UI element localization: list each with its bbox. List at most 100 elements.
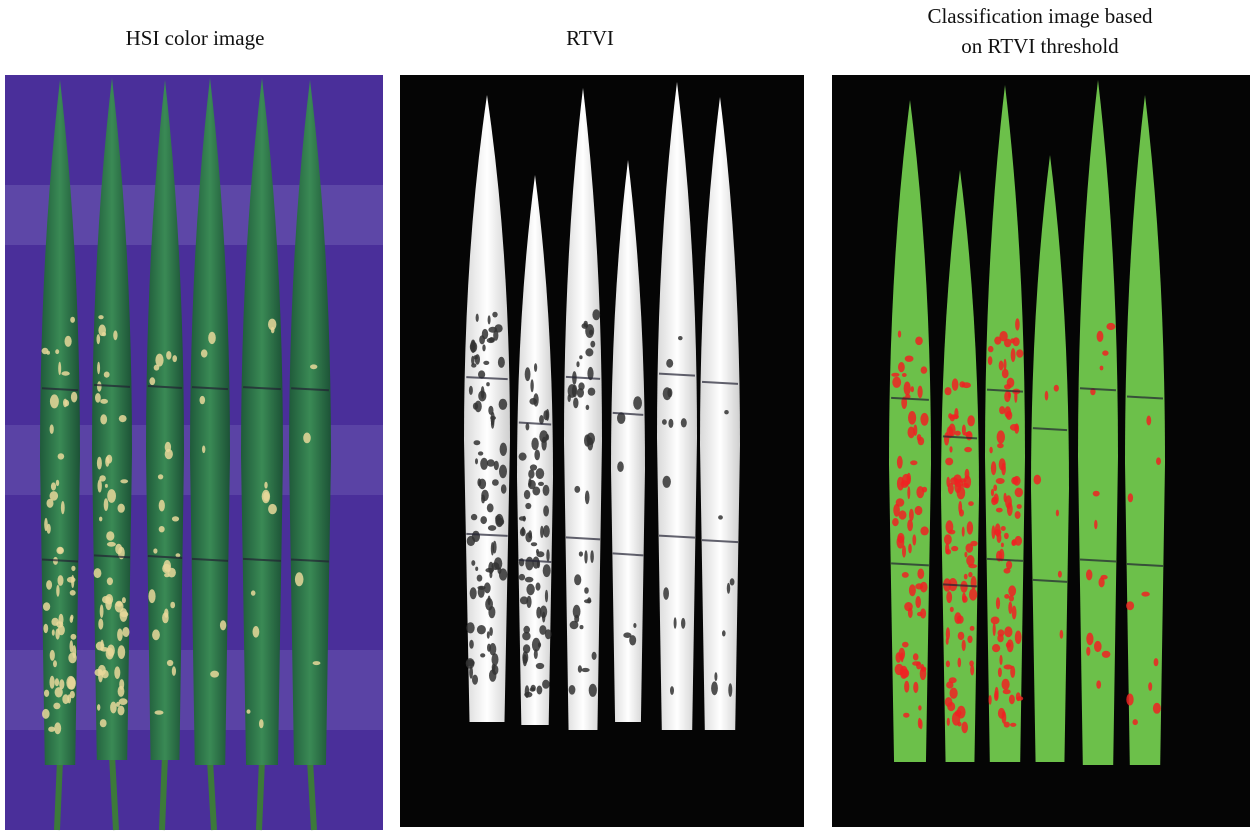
leaf-spot — [567, 394, 571, 403]
leaf-spot — [920, 412, 929, 426]
leaf-spot — [486, 337, 495, 344]
leaf-spot — [967, 415, 975, 427]
leaf-spot — [53, 660, 57, 668]
leaf-spot — [538, 481, 544, 486]
leaf-spot — [470, 339, 476, 353]
leaf-spot — [492, 311, 498, 318]
leaf-spot — [1006, 560, 1013, 570]
leaves — [40, 78, 1165, 831]
leaf-spot — [945, 627, 951, 641]
leaf-spot — [999, 654, 1003, 666]
leaf-spot — [993, 529, 1002, 536]
leaf-spot — [680, 418, 687, 428]
leaf-spot — [102, 596, 110, 604]
leaf-spot — [995, 507, 1003, 513]
leaf-spot — [900, 652, 904, 663]
leaf-spot — [1004, 532, 1009, 540]
leaf-spot — [901, 396, 908, 409]
leaf-spot — [584, 550, 588, 564]
leaf-spot — [987, 345, 994, 353]
leaf-spot — [969, 625, 975, 631]
leaf-spot — [470, 513, 478, 521]
leaf-spot — [164, 573, 170, 578]
leaf-spot — [519, 596, 529, 605]
leaf-spot — [486, 382, 490, 387]
leaf-spot — [907, 519, 913, 532]
leaf-spot — [954, 430, 961, 436]
leaf-spot — [476, 574, 483, 582]
leaf-spot — [115, 601, 123, 607]
leaf-spot — [58, 361, 62, 375]
panel-title: on RTVI threshold — [961, 34, 1119, 58]
leaf-spot — [1008, 391, 1011, 399]
leaf-spot — [949, 606, 954, 613]
leaf-spot — [920, 664, 925, 672]
leaf-spot — [493, 557, 503, 570]
leaf-spot — [944, 697, 953, 707]
leaf-spot — [492, 664, 499, 676]
leaf-spot — [492, 479, 499, 486]
leaf-stem — [109, 754, 119, 831]
leaf-spot — [487, 643, 491, 652]
leaf-spot — [915, 596, 921, 608]
leaf-spot — [1013, 475, 1021, 486]
leaf-spot — [120, 611, 129, 618]
leaf-spot — [1014, 535, 1023, 546]
leaf-spot — [118, 698, 128, 705]
leaf-spot — [172, 355, 177, 363]
leaf-spot — [896, 455, 903, 469]
leaf-spot — [545, 408, 550, 421]
leaf-spot — [951, 378, 959, 391]
leaf-mark — [466, 376, 508, 381]
leaf-spot — [961, 526, 965, 537]
leaf-spot — [897, 330, 902, 338]
leaf-spot — [97, 361, 101, 375]
leaf-spot — [105, 456, 110, 467]
panel-title: Classification image based — [927, 4, 1153, 28]
leaf-spot — [954, 479, 964, 488]
leaf-spot — [967, 635, 973, 644]
leaf-spot — [996, 430, 1005, 444]
leaf-spot — [55, 628, 60, 640]
leaf-spot — [475, 313, 479, 322]
leaf-spot — [903, 381, 911, 396]
leaf-spot — [578, 551, 584, 557]
leaf-mark — [41, 387, 79, 392]
leaf-spot — [480, 653, 486, 658]
leaf-spot — [670, 686, 674, 695]
leaf-spot — [491, 653, 499, 666]
leaf-spot — [103, 498, 109, 511]
leaf — [1125, 95, 1165, 765]
leaf-spot — [107, 644, 115, 657]
leaf-spot — [117, 705, 125, 716]
leaf-spot — [518, 573, 526, 581]
leaf-spot — [908, 543, 912, 554]
leaf-mark — [93, 383, 131, 388]
leaf-spot — [97, 381, 102, 392]
leaf-spot — [1004, 384, 1011, 390]
leaf-spot — [543, 525, 550, 538]
leaf-spot — [486, 631, 490, 639]
leaf-spot — [724, 410, 729, 415]
leaf-spot — [662, 419, 667, 425]
leaf-spot — [210, 670, 220, 678]
leaf-spot — [488, 561, 494, 575]
leaf-spot — [69, 590, 76, 596]
leaf-spot — [544, 629, 552, 640]
leaf-spot — [522, 644, 531, 654]
leaf-spot — [1053, 384, 1059, 392]
leaf-spot — [1014, 630, 1022, 645]
leaf-spot — [714, 672, 718, 682]
leaf-spot — [525, 556, 534, 571]
leaf-spot — [1086, 569, 1093, 581]
leaf-spot — [104, 483, 108, 488]
leaf-spot — [969, 588, 978, 601]
leaf-spot — [543, 505, 549, 517]
leaf-spot — [542, 484, 550, 496]
leaf-spot — [945, 549, 952, 555]
leaf-mark — [565, 375, 601, 380]
leaf-spot — [1152, 702, 1161, 714]
leaf-spot — [581, 667, 590, 673]
leaf-spot — [535, 582, 541, 591]
leaf-spot — [498, 398, 508, 410]
